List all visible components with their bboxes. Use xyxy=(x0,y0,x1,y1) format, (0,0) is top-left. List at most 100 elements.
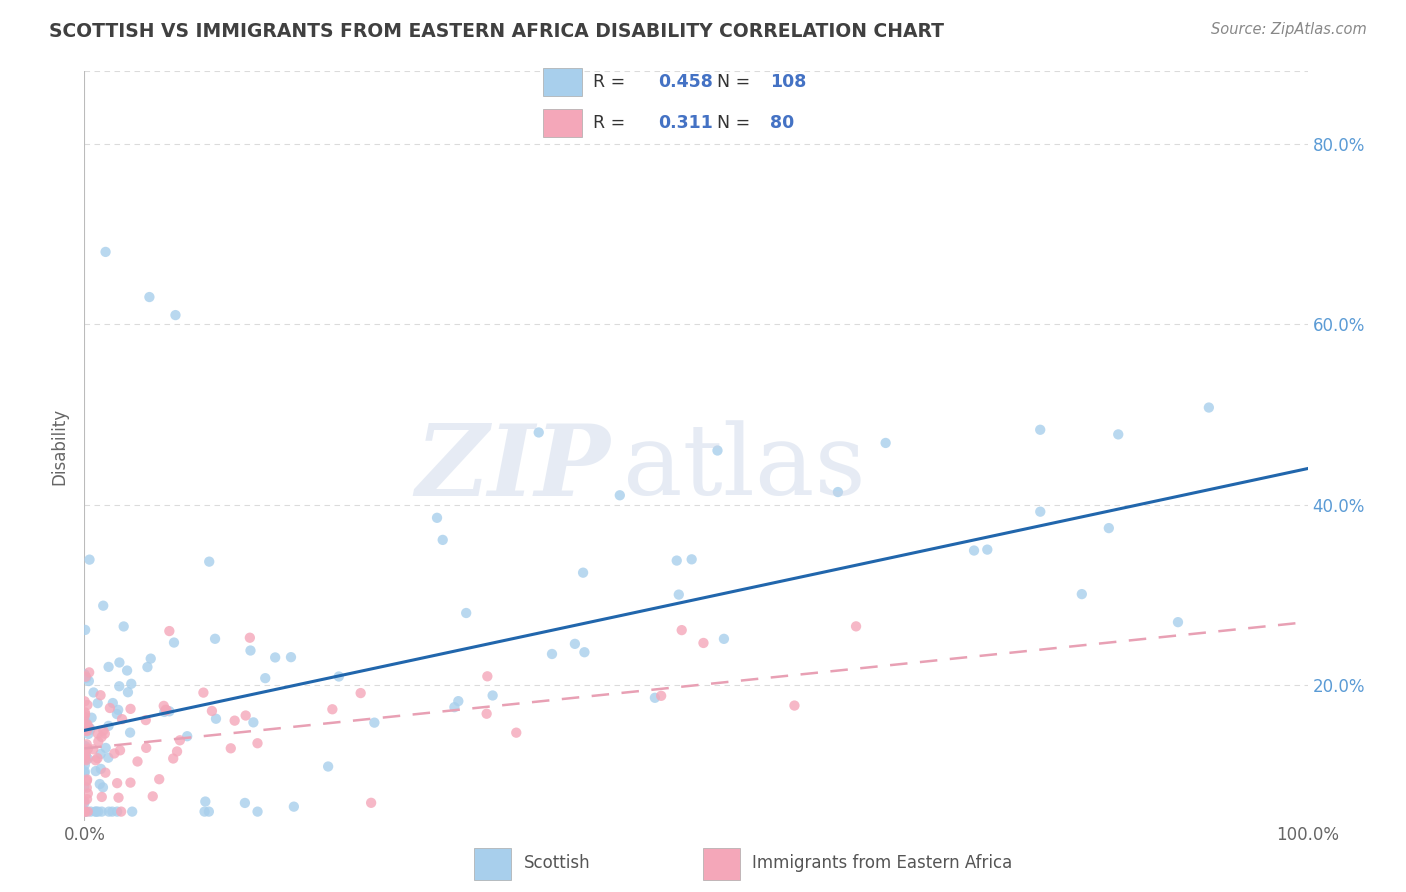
Point xyxy=(198,555,221,569)
Point xyxy=(76,724,98,739)
Point xyxy=(426,511,449,525)
Point xyxy=(120,775,142,789)
Point xyxy=(321,702,343,716)
Point xyxy=(121,805,143,819)
Point xyxy=(443,700,465,714)
Point xyxy=(107,790,129,805)
Point xyxy=(205,712,228,726)
Point xyxy=(91,599,114,613)
Point xyxy=(76,717,98,731)
Text: R =: R = xyxy=(593,73,626,91)
Point xyxy=(75,714,97,729)
Point xyxy=(108,743,131,757)
Point xyxy=(194,795,217,809)
Point xyxy=(668,588,690,602)
Point xyxy=(360,796,382,810)
Point xyxy=(112,619,135,633)
Point xyxy=(77,752,100,766)
Point xyxy=(75,751,97,765)
Point xyxy=(98,701,121,715)
Point xyxy=(165,308,187,322)
Point xyxy=(97,719,120,733)
Point xyxy=(76,780,98,795)
Point xyxy=(94,726,117,740)
Point xyxy=(82,742,104,756)
Point xyxy=(77,673,100,688)
Point xyxy=(564,637,586,651)
Point xyxy=(246,805,269,819)
Point xyxy=(76,737,98,751)
Point xyxy=(456,606,478,620)
Point xyxy=(79,721,101,735)
Point xyxy=(963,543,986,558)
Point xyxy=(75,805,97,819)
Point xyxy=(475,706,498,721)
Point xyxy=(73,723,96,738)
Point xyxy=(198,805,221,819)
Point xyxy=(77,727,100,741)
Point xyxy=(79,723,101,737)
Point xyxy=(155,703,177,717)
Point xyxy=(155,703,177,717)
Point xyxy=(90,762,112,776)
Point xyxy=(90,730,112,744)
Point xyxy=(201,704,224,718)
Point xyxy=(101,805,124,819)
Text: atlas: atlas xyxy=(623,421,865,516)
Point xyxy=(115,664,138,678)
Point xyxy=(87,726,110,740)
Point xyxy=(609,488,631,502)
Text: N =: N = xyxy=(717,114,751,132)
Point xyxy=(845,619,868,633)
Point xyxy=(239,631,262,645)
Point xyxy=(875,436,897,450)
Point xyxy=(135,740,157,755)
Point xyxy=(224,714,246,728)
Point xyxy=(176,729,198,743)
Point xyxy=(79,552,101,566)
Point xyxy=(97,660,120,674)
Point xyxy=(91,723,114,738)
Point xyxy=(120,725,142,739)
Point xyxy=(77,741,100,756)
Point xyxy=(363,715,385,730)
Point xyxy=(1070,587,1092,601)
Point xyxy=(706,443,728,458)
Text: N =: N = xyxy=(717,73,751,91)
Point xyxy=(239,643,262,657)
Point xyxy=(505,725,527,739)
Point xyxy=(107,703,129,717)
Point xyxy=(127,755,149,769)
Point xyxy=(90,789,112,804)
Text: ZIP: ZIP xyxy=(415,420,610,516)
Point xyxy=(73,805,96,819)
Point xyxy=(572,566,595,580)
Point xyxy=(76,787,98,801)
Point xyxy=(481,689,503,703)
Point xyxy=(87,734,110,748)
Point xyxy=(76,792,98,806)
Point xyxy=(148,772,170,787)
Point xyxy=(80,711,103,725)
Point xyxy=(76,772,98,787)
Point xyxy=(350,686,373,700)
Point xyxy=(120,677,142,691)
Point xyxy=(75,670,97,684)
Point xyxy=(135,713,157,727)
Point xyxy=(84,805,107,819)
Point xyxy=(1107,427,1129,442)
Point xyxy=(73,794,96,808)
Point xyxy=(97,750,120,764)
Point xyxy=(246,736,269,750)
Point xyxy=(976,542,998,557)
Point xyxy=(73,717,96,731)
Point xyxy=(432,533,454,547)
Point xyxy=(77,665,100,680)
Point xyxy=(101,696,124,710)
Point xyxy=(73,709,96,723)
Point xyxy=(105,805,128,819)
Point xyxy=(86,751,108,765)
Point xyxy=(783,698,806,713)
Text: Source: ZipAtlas.com: Source: ZipAtlas.com xyxy=(1211,22,1367,37)
Point xyxy=(73,796,96,810)
